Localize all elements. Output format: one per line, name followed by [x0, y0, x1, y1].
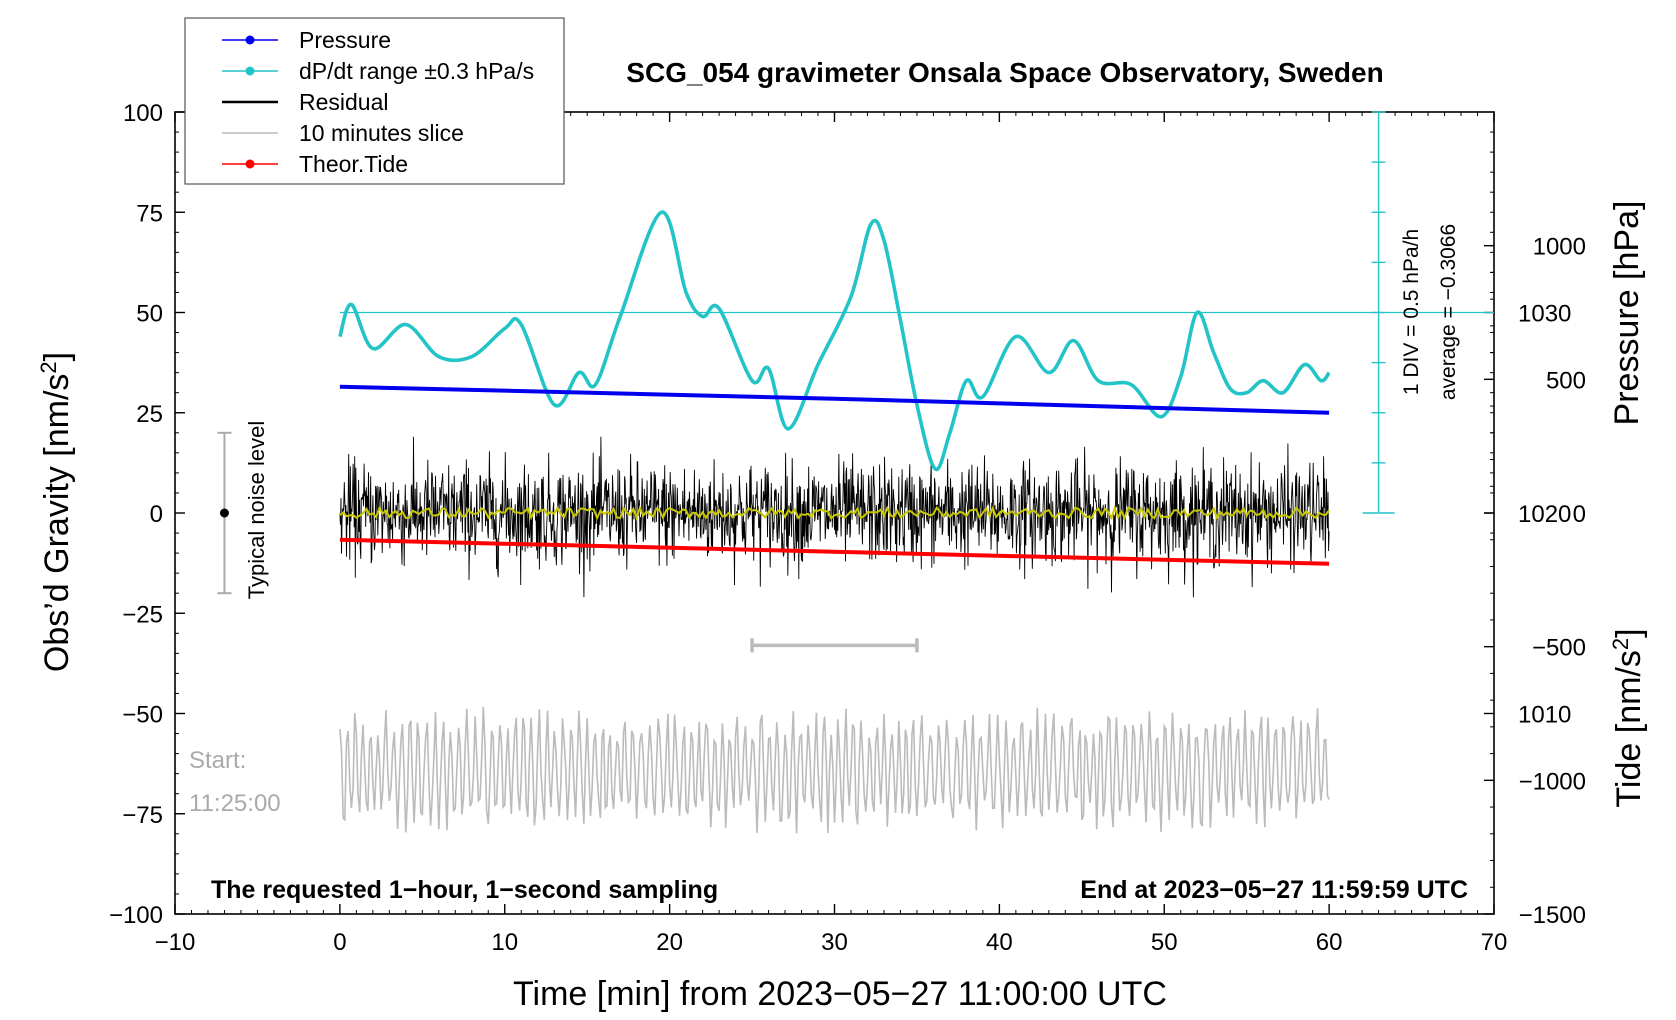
dpdt-scale-bar — [339, 111, 1494, 514]
noise-label: Typical noise level — [244, 421, 269, 600]
pressure-tick-label: 1010 — [1518, 702, 1571, 729]
y-axis-gravity: 100 75 50 25 0 −25 −50 −75 −100 — [109, 100, 185, 929]
tide-series-line — [339, 537, 1330, 566]
tide-tick-label: −1000 — [1519, 768, 1586, 795]
residual-series-line — [339, 436, 1330, 598]
y-axis-label-gravity: Obs’d Gravity [nm/s2] — [36, 352, 76, 672]
y-tick-label: 0 — [150, 501, 163, 528]
legend-label: 10 minutes slice — [299, 120, 464, 146]
legend-label: Residual — [299, 89, 389, 115]
pressure-series-line — [339, 384, 1330, 415]
y-axis-tide: 1000 500 0 −500 −1000 −1500 — [1484, 234, 1586, 929]
y-axis-label-tide-close: ] — [1610, 628, 1648, 637]
y-tick-label: −75 — [122, 802, 163, 829]
y-axis-label-gravity-close: ] — [38, 352, 76, 361]
y-tick-label: 25 — [136, 401, 163, 428]
legend-swatch-marker — [245, 159, 255, 169]
legend-label: Theor.Tide — [299, 151, 408, 177]
residual-layer — [339, 436, 1330, 598]
start-label-2: 11:25:00 — [189, 790, 281, 817]
noise-bar-center-dot — [219, 508, 229, 518]
y-tick-label: −50 — [122, 702, 163, 729]
x-tick-label: −10 — [155, 929, 196, 956]
x-tick-label: 0 — [333, 929, 346, 956]
start-label-1: Start: — [189, 747, 246, 774]
x-tick-label: 70 — [1481, 929, 1508, 956]
y-tick-label: −25 — [122, 601, 163, 628]
pressure-tick-label: 1020 — [1518, 501, 1571, 528]
x-tick-label: 20 — [656, 929, 683, 956]
tide-tick-label: 500 — [1546, 367, 1586, 394]
x-axis: −10 0 10 20 30 40 50 60 70 — [155, 112, 1508, 956]
x-tick-label: 40 — [986, 929, 1013, 956]
legend-label: dP/dt range ±0.3 hPa/s — [299, 58, 534, 84]
y-tick-label: 50 — [136, 301, 163, 328]
chart-title: SCG_054 gravimeter Onsala Space Observat… — [626, 57, 1383, 88]
y-axis-label-tide-text: Tide [nm/s — [1610, 650, 1648, 807]
tide-layer — [339, 537, 1330, 566]
legend: Pressure dP/dt range ±0.3 hPa/s Residual 10… — [184, 17, 565, 185]
y-axis-label-gravity-sup: 2 — [36, 361, 61, 373]
x-tick-label: 30 — [821, 929, 848, 956]
slice-bracket — [750, 638, 919, 653]
y-axis-label-tide-sup: 2 — [1608, 638, 1633, 650]
pressure-layer — [339, 384, 1330, 415]
tide-tick-label: 1000 — [1533, 234, 1586, 261]
y-tick-label: 75 — [136, 200, 163, 227]
slice-layer — [339, 706, 1330, 834]
x-tick-label: 50 — [1151, 929, 1178, 956]
dpdt-layer — [338, 210, 1331, 472]
y-axis-label-tide: Tide [nm/s2] — [1608, 628, 1648, 807]
residual-smooth-line — [339, 504, 1330, 521]
y-tick-label: 100 — [123, 100, 163, 127]
y-axis-label-gravity-text: Obs’d Gravity [nm/s — [38, 374, 76, 673]
legend-swatch-marker — [245, 35, 255, 45]
div-label: 1 DIV = 0.5 hPa/h — [1400, 229, 1423, 395]
slice-series-line — [339, 706, 1330, 834]
legend-swatch-marker — [245, 66, 255, 76]
pressure-tick-label: 1030 — [1518, 301, 1571, 328]
noise-level-bar — [217, 431, 232, 595]
dpdt-series-line — [338, 210, 1331, 472]
x-axis-label: Time [min] from 2023−05−27 11:00:00 UTC — [513, 975, 1167, 1013]
bottom-left-note: The requested 1−hour, 1−second sampling — [211, 876, 718, 904]
bottom-right-note: End at 2023−05−27 11:59:59 UTC — [1080, 876, 1468, 904]
x-tick-label: 60 — [1316, 929, 1343, 956]
tide-tick-label: −500 — [1532, 635, 1586, 662]
tide-tick-label: −1500 — [1519, 902, 1586, 929]
average-label: average = −0.3066 — [1437, 224, 1460, 400]
tide-tick-label: 0 — [1573, 501, 1586, 528]
x-tick-label: 10 — [491, 929, 518, 956]
legend-label: Pressure — [299, 27, 391, 53]
y-tick-label: −100 — [109, 902, 163, 929]
minor-ticks — [174, 111, 1495, 915]
y-axis-pressure: 1030 1020 1010 — [1484, 301, 1571, 729]
y-axis-label-pressure: Pressure [hPa] — [1608, 201, 1646, 426]
